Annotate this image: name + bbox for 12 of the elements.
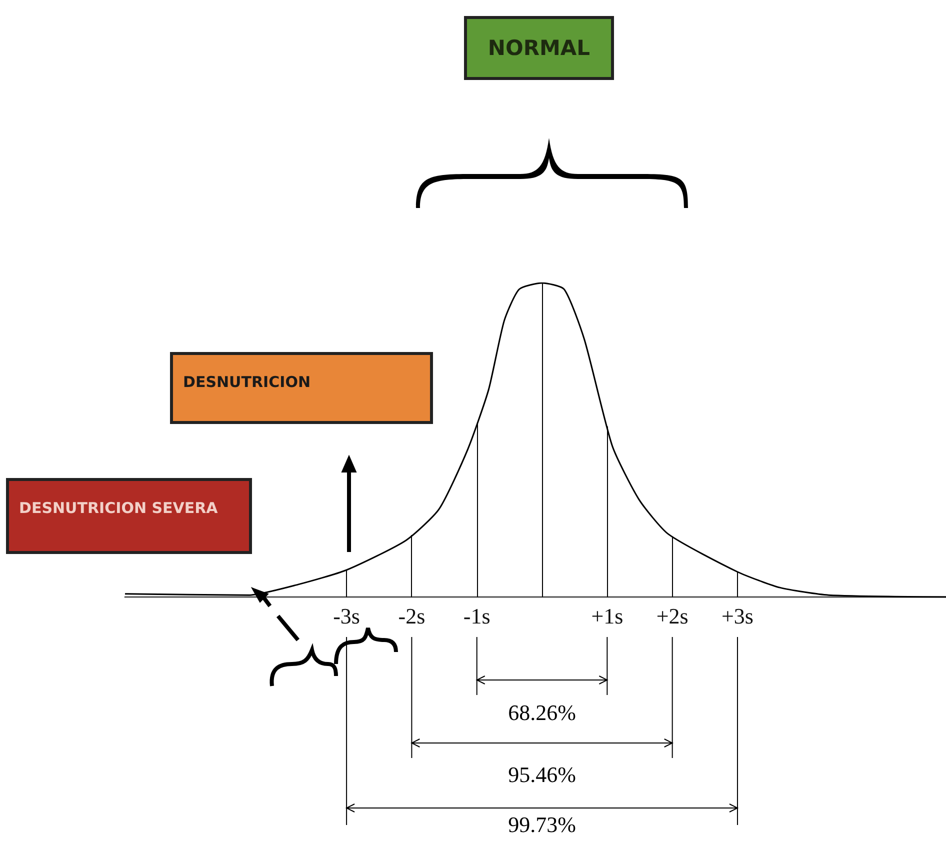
x-tick-label: +1s (591, 604, 624, 628)
x-tick-label: +2s (656, 604, 688, 628)
x-tick-label: -2s (398, 604, 426, 628)
label-box: DESNUTRICION SEVERA (6, 478, 252, 554)
x-tick-label: +3s (722, 604, 754, 628)
label-box: DESNUTRICION (170, 352, 433, 424)
label-box: NORMAL (464, 16, 614, 80)
text: 99.73% (508, 812, 576, 838)
text: 68.26% (508, 700, 576, 726)
text: 95.46% (508, 762, 576, 788)
x-tick-label: -1s (463, 604, 490, 628)
x-tick-label: -3s (333, 604, 360, 628)
